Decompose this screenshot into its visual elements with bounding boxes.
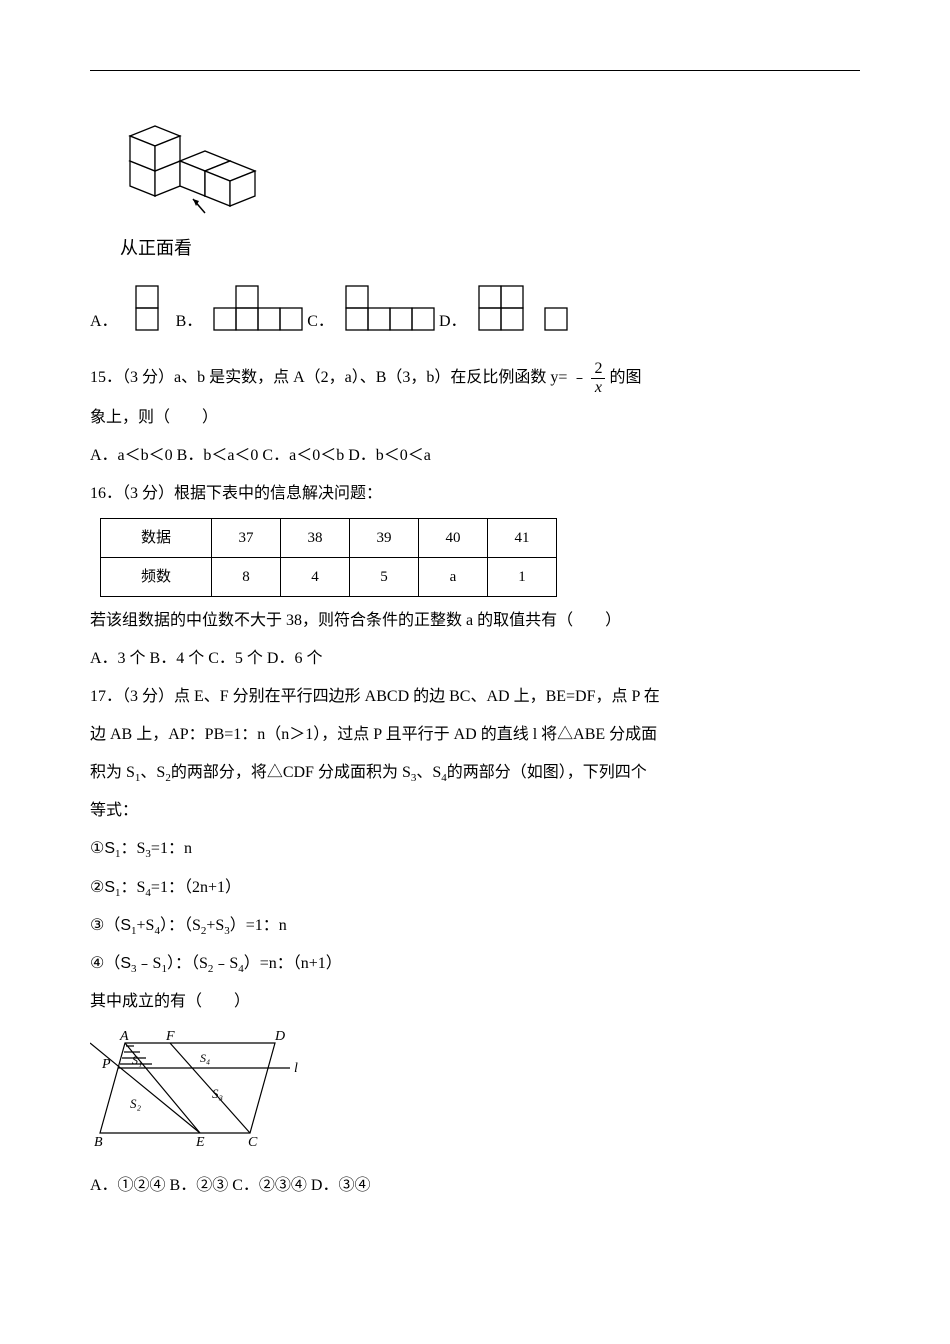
r1-label: 数据	[101, 519, 212, 558]
lbl-l: l	[294, 1061, 298, 1076]
q15-line2: 象上，则（ ）	[90, 402, 860, 434]
eq1a: ①S	[90, 840, 115, 857]
q17-l3d: 、S	[416, 764, 441, 781]
q17-eq2: ②S1：S4=1：（2n+1）	[90, 872, 860, 904]
cube-svg	[110, 101, 280, 216]
lbl-B: B	[94, 1135, 103, 1148]
q17-l1: 17．（3 分）点 E、F 分别在平行四边形 ABCD 的边 BC、AD 上，B…	[90, 681, 860, 713]
opt-c-label: C．	[307, 306, 334, 338]
opt-a-shape	[124, 278, 172, 340]
q15-options: A．a＜b＜0 B．b＜a＜0 C．a＜0＜b D．b＜0＜a	[90, 440, 860, 472]
eq3d: +S	[206, 917, 224, 934]
r1c4: 40	[419, 519, 488, 558]
eq3c: ）：（S	[160, 917, 201, 934]
q16-after: 若该组数据的中位数不大于 38，则符合条件的正整数 a 的取值共有（ ）	[90, 605, 860, 637]
lbl-D: D	[274, 1029, 285, 1044]
r2c1: 8	[212, 558, 281, 597]
lbl-S4: S₄	[200, 1051, 210, 1065]
opt-b-shape	[208, 278, 303, 340]
q14-option-b: B．	[176, 278, 304, 340]
lbl-S2: S₂	[130, 1096, 142, 1111]
opt-a-label: A．	[90, 306, 118, 338]
eq4e: ）=n：（n+1）	[244, 955, 342, 972]
eq3b: +S	[137, 917, 155, 934]
r2-label: 频数	[101, 558, 212, 597]
eq4a: ④（S	[90, 955, 131, 972]
top-rule	[90, 70, 860, 71]
lbl-C: C	[248, 1135, 258, 1148]
q17-eq3: ③（S1+S4）：（S2+S3）=1：n	[90, 910, 860, 942]
eq2a: ②S	[90, 879, 115, 896]
lbl-P: P	[101, 1057, 111, 1072]
lbl-S1: S₁	[132, 1053, 142, 1067]
opt-d-label: D．	[439, 306, 467, 338]
r1c2: 38	[281, 519, 350, 558]
eq1b: ：S	[121, 840, 146, 857]
opt-c-shape	[340, 278, 435, 340]
r1c3: 39	[350, 519, 419, 558]
r2c5: 1	[488, 558, 557, 597]
lbl-S3: S₃	[212, 1086, 223, 1101]
q17-l2: 边 AB 上，AP：PB=1：n（n＞1），过点 P 且平行于 AD 的直线 l…	[90, 719, 860, 751]
lbl-A: A	[119, 1029, 129, 1044]
q17-l4: 等式：	[90, 795, 860, 827]
q17-result: 其中成立的有（ ）	[90, 986, 860, 1018]
eq3e: ）=1：n	[230, 917, 287, 934]
r2c4: a	[419, 558, 488, 597]
eq4d: ﹣S	[213, 955, 238, 972]
table-row: 频数 8 4 5 a 1	[101, 558, 557, 597]
eq4c: ）：（S	[167, 955, 208, 972]
q16-options: A．3 个 B．4 个 C．5 个 D．6 个	[90, 643, 860, 675]
q17-eq1: ①S1：S3=1：n	[90, 833, 860, 865]
q14-options-row: A． B． C．	[90, 278, 860, 340]
opt-b-label: B．	[176, 306, 203, 338]
table-row: 数据 37 38 39 40 41	[101, 519, 557, 558]
q15-line1: 15．（3 分）a、b 是实数，点 A（2，a）、B（3，b）在反比例函数 y=…	[90, 360, 860, 396]
q14-option-a: A．	[90, 278, 172, 340]
r1c5: 41	[488, 519, 557, 558]
q17-diagram: A F D P S₁ S₄ l S₂ S₃ B E C	[90, 1028, 860, 1160]
lbl-F: F	[165, 1029, 175, 1044]
q17-l3c: 的两部分，将△CDF 分成面积为 S	[171, 764, 411, 781]
lbl-E: E	[195, 1135, 205, 1148]
r2c2: 4	[281, 558, 350, 597]
q14-option-c: C．	[307, 278, 435, 340]
q16-table: 数据 37 38 39 40 41 频数 8 4 5 a 1	[100, 518, 557, 597]
cube-diagram	[110, 101, 860, 228]
q17-options: A．①②④ B．②③ C．②③④ D．③④	[90, 1170, 860, 1202]
eq4b: ﹣S	[137, 955, 162, 972]
q15-fraction: 2 x	[591, 360, 605, 396]
q17-eq4: ④（S3﹣S1）：（S2﹣S4）=n：（n+1）	[90, 948, 860, 980]
q17-l3a: 积为 S	[90, 764, 135, 781]
q16-stem: 16．（3 分）根据下表中的信息解决问题：	[90, 478, 860, 510]
opt-d-shape	[473, 278, 583, 340]
q17-l3e: 的两部分（如图），下列四个	[447, 764, 647, 781]
r2c3: 5	[350, 558, 419, 597]
front-view-label: 从正面看	[120, 230, 860, 266]
q14-option-d: D．	[439, 278, 583, 340]
q17-l3: 积为 S1、S2的两部分，将△CDF 分成面积为 S3、S4的两部分（如图），下…	[90, 757, 860, 789]
eq2b: ：S	[121, 879, 146, 896]
parallelogram-svg: A F D P S₁ S₄ l S₂ S₃ B E C	[90, 1028, 310, 1148]
frac-num: 2	[591, 360, 605, 379]
eq2c: =1：（2n+1）	[151, 879, 241, 896]
eq1c: =1：n	[151, 840, 192, 857]
eq3a: ③（S	[90, 917, 131, 934]
q17-l3b: 、S	[140, 764, 165, 781]
q15-stem1: 15．（3 分）a、b 是实数，点 A（2，a）、B（3，b）在反比例函数 y=…	[90, 369, 587, 386]
r1c1: 37	[212, 519, 281, 558]
q15-stem2: 的图	[609, 369, 641, 386]
frac-den: x	[591, 379, 605, 397]
